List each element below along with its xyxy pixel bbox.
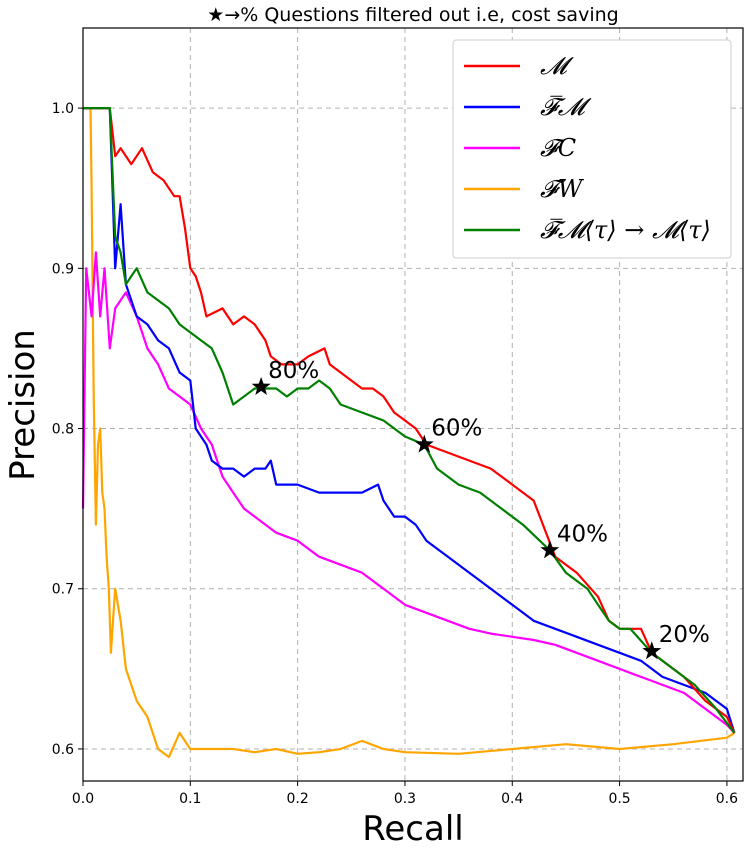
series-line-4 [83, 106, 736, 734]
chart-title: ★→% Questions filtered out i.e, cost sav… [207, 4, 618, 26]
legend-label-4: 𝓕̅𝓜⟨τ⟩ → 𝓜⟨τ⟩ [540, 216, 711, 244]
y-tick-label: 0.9 [52, 261, 74, 277]
legend-label-1: 𝓕̅𝓜 [540, 93, 592, 121]
series-layer [81, 106, 736, 759]
annotation-layer: 80% 60% 40% 20% [251, 358, 710, 660]
series-line-2 [81, 251, 736, 734]
ticks: 0.0 0.1 0.2 0.3 0.4 0.5 0.6 0.6 0.7 0.8 0.9 1.0 [52, 101, 738, 807]
x-tick-label: 0.4 [501, 791, 523, 807]
series-line-1 [83, 106, 736, 734]
star-annotation-label: 60% [431, 416, 482, 442]
legend-label-2: 𝓕C [540, 134, 576, 162]
series-line-0 [83, 106, 736, 734]
star-annotation-label: 80% [268, 358, 319, 384]
y-axis-title: Precision [3, 329, 43, 481]
x-tick-label: 0.3 [394, 791, 416, 807]
x-tick-label: 0.6 [716, 791, 738, 807]
plot-frame [82, 27, 744, 782]
x-tick-label: 0.1 [179, 791, 201, 807]
star-marker [540, 540, 560, 559]
series-line-3 [89, 108, 735, 759]
y-tick-label: 0.7 [52, 582, 74, 598]
star-marker [642, 641, 662, 660]
legend-label-3: 𝓕W [540, 175, 585, 203]
y-tick-label: 0.6 [52, 742, 74, 758]
star-annotation-label: 40% [557, 521, 608, 547]
star-marker [251, 376, 271, 395]
y-tick-label: 0.8 [52, 422, 74, 438]
legend-box [452, 39, 732, 259]
x-tick-label: 0.2 [287, 791, 309, 807]
x-tick-label: 0.0 [72, 791, 94, 807]
star-annotation-label: 20% [659, 622, 710, 648]
x-tick-label: 0.5 [608, 791, 630, 807]
y-tick-label: 1.0 [52, 101, 74, 117]
star-marker [414, 434, 434, 453]
x-axis-title: Recall [362, 809, 463, 849]
